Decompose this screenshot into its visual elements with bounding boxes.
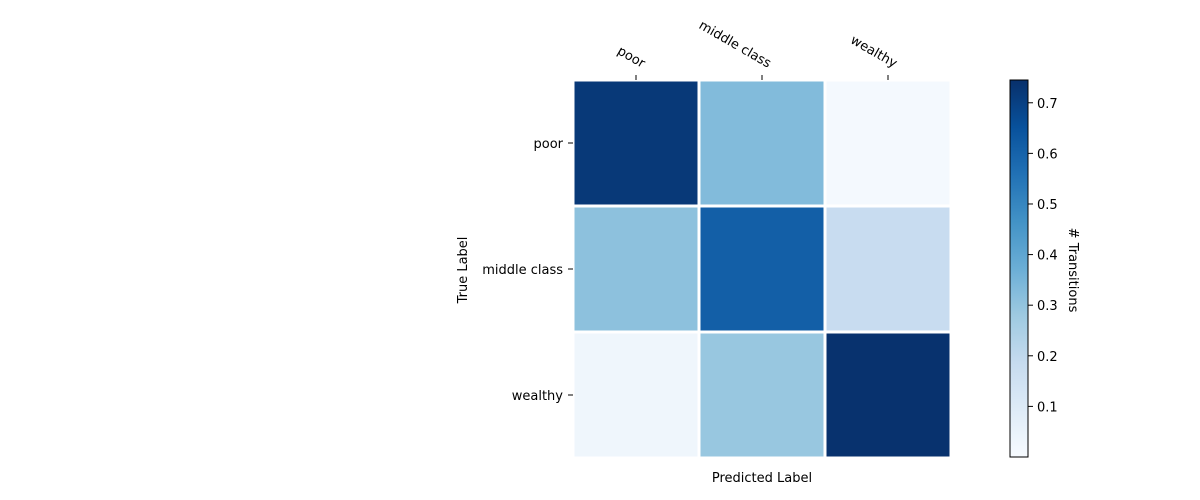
colorbar-tick-label: 0.2: [1037, 350, 1058, 365]
y-tick-label: poor: [533, 137, 563, 152]
colorbar-tick-label: 0.3: [1037, 299, 1058, 314]
heatmap-cell: [571, 330, 701, 460]
heatmap-cell: [571, 204, 701, 334]
colorbar-tick-label: 0.5: [1037, 198, 1058, 213]
x-tick-label: middle class: [696, 18, 774, 72]
colorbar: [1009, 79, 1029, 458]
heatmap-cell: [823, 330, 953, 460]
heatmap-cell: [571, 78, 701, 208]
x-tick-label: wealthy: [848, 33, 900, 72]
y-axis-label: True Label: [456, 237, 471, 305]
heatmap-cells: [571, 78, 953, 460]
colorbar-tick-label: 0.1: [1037, 400, 1058, 415]
colorbar-tick-label: 0.4: [1037, 249, 1058, 264]
y-tick-label: wealthy: [512, 389, 564, 404]
y-tick-label: middle class: [482, 263, 563, 278]
heatmap-cell: [823, 204, 953, 334]
heatmap-cell: [697, 78, 827, 208]
colorbar-tick-label: 0.6: [1037, 147, 1058, 162]
x-axis-label: Predicted Label: [712, 471, 812, 486]
y-axis-ticks: poor middle class wealthy: [482, 137, 573, 404]
heatmap-cell: [697, 204, 827, 334]
x-axis-ticks: poor middle class wealthy: [614, 18, 900, 80]
heatmap-cell: [823, 78, 953, 208]
colorbar-label: # Transitions: [1065, 228, 1080, 313]
colorbar-ticks: 0.1 0.2 0.3 0.4 0.5 0.6 0.7: [1028, 97, 1058, 415]
colorbar-tick-label: 0.7: [1037, 97, 1058, 112]
x-tick-label: poor: [614, 44, 648, 72]
heatmap-cell: [697, 330, 827, 460]
